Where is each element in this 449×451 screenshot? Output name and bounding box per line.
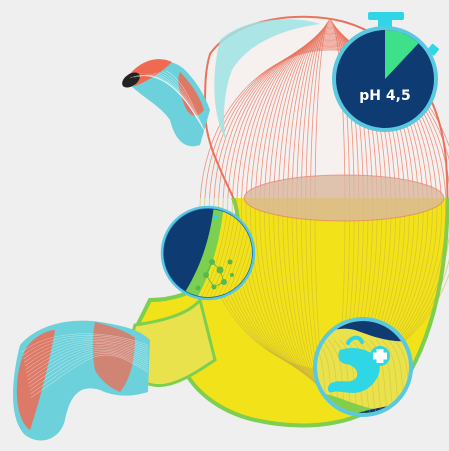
plus-icon [370, 346, 390, 366]
acid-surface-lines [243, 174, 445, 222]
stomach-highlight [214, 19, 320, 140]
stomach-mini-icon [327, 348, 380, 393]
acid-surface [244, 175, 444, 221]
stopwatch-progress [385, 30, 419, 79]
ph-label: pH 4,5 [359, 88, 410, 104]
duodenum [13, 320, 151, 441]
stomach-contour-lines [199, 19, 449, 198]
zoom-lens [160, 205, 256, 301]
stopwatch-icon: pH 4,5 [332, 12, 439, 132]
esophagus [122, 59, 210, 147]
